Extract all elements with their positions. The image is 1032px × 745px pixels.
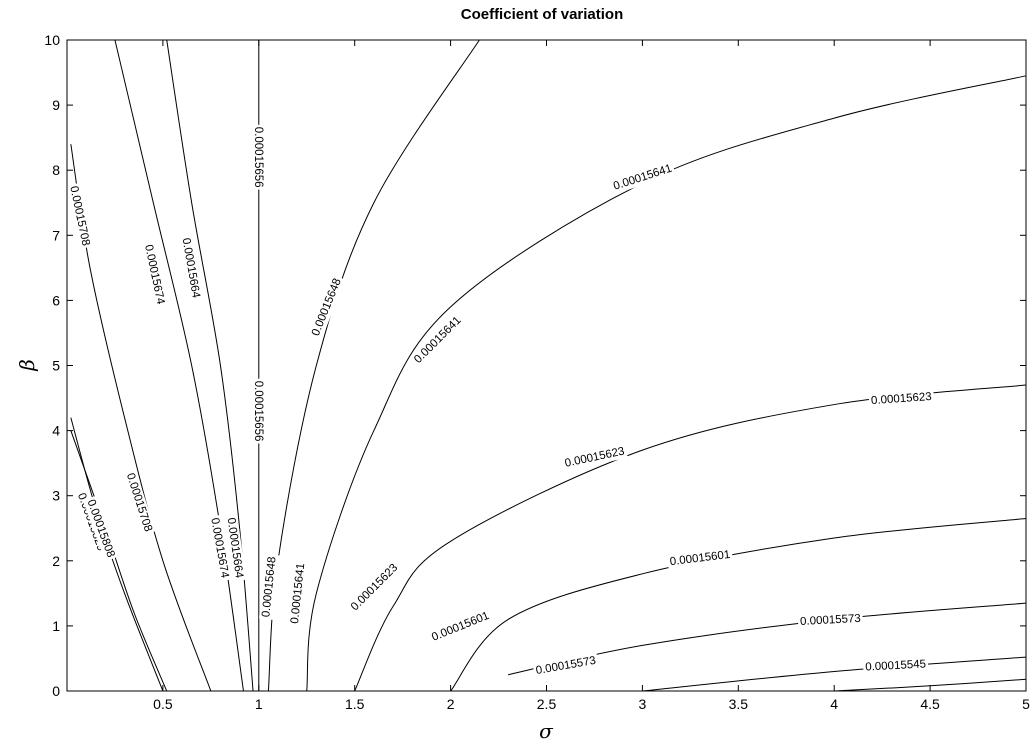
contour-label-group: 0.00015545 bbox=[862, 657, 929, 675]
contour-label: 0.00015664 bbox=[180, 237, 202, 300]
contour-line bbox=[306, 75, 1027, 692]
x-tick-label: 2 bbox=[447, 696, 455, 712]
contour-label-backing bbox=[410, 312, 466, 369]
contour-label-backing bbox=[609, 160, 676, 195]
contour-label: 0.00015674 bbox=[142, 244, 166, 307]
y-tick-label: 6 bbox=[52, 292, 60, 308]
x-tick-label: 4.5 bbox=[920, 696, 940, 712]
contour-line bbox=[70, 430, 168, 692]
y-tick-label: 10 bbox=[44, 32, 60, 48]
contour-label-group: 0.00015648 bbox=[308, 274, 346, 340]
contour-line bbox=[166, 39, 254, 692]
contour-label-group: 0.00015708 bbox=[65, 182, 94, 250]
contour-label-group: 0.00015674 bbox=[140, 241, 168, 309]
x-tick-label: 1.5 bbox=[345, 696, 365, 712]
contour-label-group: 0.00015641 bbox=[609, 160, 676, 195]
y-axis-label: β bbox=[15, 359, 39, 372]
contour-label: 0.00015623 bbox=[564, 445, 626, 469]
contour-label: 0.00015623 bbox=[871, 391, 932, 407]
x-tick-label: 3 bbox=[639, 696, 647, 712]
y-tick-labels: 0 1 2 3 4 5 6 7 8 9 10 bbox=[44, 32, 1026, 699]
x-tick-labels: 0.5 1 1.5 2 2.5 3 3.5 4 4.5 5 bbox=[153, 40, 1030, 712]
contour-label-backing bbox=[178, 234, 204, 302]
contour-label-backing bbox=[223, 514, 247, 582]
contour-label-group: 0.00015573 bbox=[797, 611, 864, 630]
contour-label-backing bbox=[65, 182, 94, 250]
contour-line bbox=[642, 656, 1027, 692]
contour-label-backing bbox=[308, 274, 346, 340]
contour-label-group: 0.00015656 bbox=[250, 378, 265, 444]
contour-label: 0.00015601 bbox=[430, 610, 491, 644]
contour-label-group: 0.00015708 bbox=[122, 469, 156, 536]
contour-label-group: 0.00015641 bbox=[287, 560, 309, 627]
contour-label-backing bbox=[862, 657, 929, 675]
contour-label-backing bbox=[427, 608, 494, 646]
contour-label: 0.00015573 bbox=[800, 613, 861, 628]
x-tick-label: 3.5 bbox=[729, 696, 749, 712]
y-tick-label: 9 bbox=[52, 97, 60, 113]
contour-label-backing bbox=[346, 559, 403, 616]
contour-label-backing bbox=[250, 378, 265, 444]
contour-label-group: 0.00015623 bbox=[561, 444, 628, 472]
contour-label: 0.00015545 bbox=[865, 658, 926, 673]
x-tick-label: 1 bbox=[255, 696, 263, 712]
contour-label: 0.00015656 bbox=[252, 127, 264, 188]
contour-line bbox=[70, 144, 212, 692]
contour-label-backing bbox=[206, 514, 233, 582]
contour-label-group: 0.00015601 bbox=[667, 547, 734, 570]
contour-label: 0.00015656 bbox=[252, 381, 264, 442]
y-tick-label: 2 bbox=[52, 553, 60, 569]
contour-label-backing bbox=[82, 495, 119, 562]
contour-layer: 0.000158290.000158080.000157080.00015708… bbox=[65, 39, 1027, 692]
contour-label-backing bbox=[868, 389, 935, 409]
contour-line bbox=[114, 39, 244, 692]
contour-label-backing bbox=[667, 547, 734, 570]
contour-label-backing bbox=[532, 653, 599, 679]
contour-label-group: 0.00015601 bbox=[427, 608, 494, 646]
contour-label-backing bbox=[259, 554, 280, 620]
contour-label-group: 0.00015573 bbox=[532, 653, 599, 679]
y-tick-label: 7 bbox=[52, 227, 60, 243]
contour-label-backing bbox=[140, 241, 168, 309]
contour-label: 0.00015708 bbox=[67, 185, 91, 247]
plot-frame bbox=[66, 39, 1027, 692]
y-tick-label: 1 bbox=[52, 618, 60, 634]
contour-line bbox=[450, 517, 1027, 692]
contour-label-backing bbox=[561, 444, 628, 472]
contour-label: 0.00015623 bbox=[349, 562, 400, 613]
contour-label-group: 0.00015641 bbox=[410, 312, 466, 369]
y-tick-label: 4 bbox=[52, 423, 60, 439]
x-tick-label: 2.5 bbox=[537, 696, 557, 712]
contour-label-group: 0.00015623 bbox=[346, 559, 403, 616]
x-tick-label: 5 bbox=[1022, 696, 1030, 712]
contour-label-group: 0.00015623 bbox=[868, 389, 935, 409]
contour-label: 0.00015573 bbox=[535, 655, 597, 677]
y-tick-label: 0 bbox=[52, 683, 60, 699]
y-tick-label: 8 bbox=[52, 162, 60, 178]
contour-label-backing bbox=[797, 611, 864, 630]
contour-label-backing bbox=[287, 560, 309, 627]
contour-label-backing bbox=[250, 124, 265, 190]
contour-label-backing bbox=[122, 469, 156, 536]
contour-label-group: 0.00015656 bbox=[250, 124, 265, 190]
y-tick-label: 3 bbox=[52, 488, 60, 504]
x-tick-label: 4 bbox=[830, 696, 838, 712]
chart-title: Coefficient of variation bbox=[461, 6, 624, 23]
contour-label-group: 0.00015648 bbox=[259, 554, 280, 620]
x-tick-label: 0.5 bbox=[153, 696, 173, 712]
x-axis-label: σ bbox=[539, 719, 554, 743]
y-tick-label: 5 bbox=[52, 358, 60, 374]
contour-line bbox=[354, 384, 1027, 692]
